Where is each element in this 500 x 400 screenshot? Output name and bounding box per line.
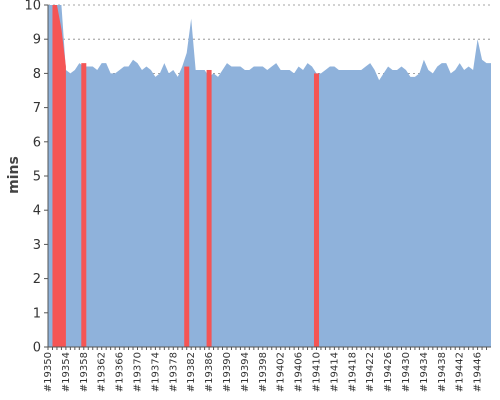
y-tick-label: 1 (33, 306, 41, 321)
x-tick-label: #19370 (132, 352, 143, 392)
x-tick-label: #19362 (97, 352, 108, 392)
highlight-layer (52, 5, 319, 348)
x-tick-label: #19398 (258, 352, 269, 392)
x-tick-label: #19378 (168, 352, 179, 392)
x-tick-label: #19402 (276, 352, 287, 392)
y-tick-labels: 0 1 2 3 4 5 6 7 8 9 10 (24, 0, 41, 356)
x-tick-label: #19382 (186, 352, 197, 392)
x-tick-label: #19358 (79, 352, 90, 392)
x-tick-label: #19414 (329, 352, 340, 392)
x-tick-label: #19446 (473, 352, 484, 392)
y-tick-label: 10 (24, 0, 41, 14)
x-tick-label: #19354 (61, 352, 72, 392)
x-tick-labels: #19350 #19354 #19358 #19362 #19366 #19370 #193… (43, 352, 484, 392)
x-tick-label: #19406 (294, 352, 305, 392)
highlight-bar (81, 63, 87, 347)
x-tick-label: #19418 (347, 352, 358, 392)
y-tick-label: 5 (33, 170, 41, 185)
axis-layer (44, 4, 491, 350)
highlight-bar (313, 73, 319, 348)
y-axis-label: mins (6, 156, 22, 194)
x-tick-label: #19434 (419, 352, 430, 392)
highlight-region (52, 5, 66, 347)
x-tick-label: #19386 (204, 352, 215, 392)
x-tick-label: #19442 (455, 352, 466, 392)
x-tick-label: #19390 (222, 352, 233, 392)
highlight-bar (184, 66, 190, 347)
y-tick-label: 8 (33, 67, 41, 82)
y-tick-label: 3 (33, 238, 41, 253)
x-tick-label: #19350 (43, 352, 54, 392)
x-tick-label: #19410 (311, 352, 322, 392)
x-tick-label: #19374 (150, 352, 161, 392)
y-tick-label: 6 (33, 135, 41, 150)
y-tick-label: 9 (33, 33, 41, 48)
y-tick-label: 4 (33, 204, 41, 219)
x-tick-label: #19426 (383, 352, 394, 392)
y-tick-label: 2 (33, 272, 41, 287)
x-tick-label: #19430 (401, 352, 412, 392)
y-tick-label: 7 (33, 101, 41, 116)
x-tick-label: #19422 (365, 352, 376, 392)
area-series (48, 5, 491, 347)
area-layer (48, 5, 491, 347)
x-tick-label: #19366 (115, 352, 126, 392)
x-tick-label: #19438 (437, 352, 448, 392)
x-tick-label: #19394 (240, 352, 251, 392)
y-tick-label: 0 (33, 341, 41, 356)
highlight-bar (206, 69, 212, 347)
